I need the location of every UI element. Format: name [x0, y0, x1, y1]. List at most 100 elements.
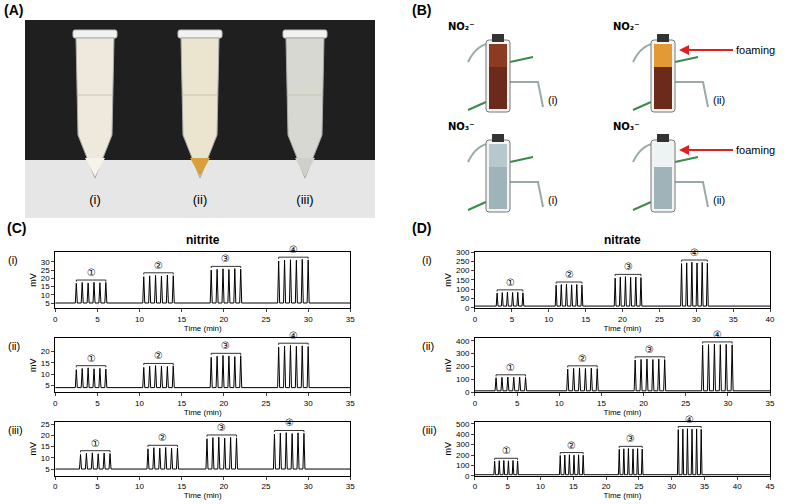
svg-text:①: ① — [506, 277, 515, 288]
svg-text:④: ④ — [685, 414, 694, 425]
svg-text:0: 0 — [465, 388, 470, 397]
svg-text:30: 30 — [723, 399, 732, 408]
svg-text:nitrite: nitrite — [186, 233, 220, 247]
svg-text:30: 30 — [692, 315, 701, 324]
svg-text:40: 40 — [766, 315, 775, 324]
svg-text:250: 250 — [456, 257, 470, 266]
svg-text:35: 35 — [346, 315, 355, 324]
svg-text:10: 10 — [555, 399, 564, 408]
svg-text:300: 300 — [456, 440, 470, 449]
svg-text:①: ① — [502, 445, 511, 456]
svg-text:(ii): (ii) — [193, 192, 207, 207]
svg-text:(ii): (ii) — [8, 340, 20, 352]
svg-text:Time (min): Time (min) — [604, 408, 642, 417]
svg-text:35: 35 — [346, 399, 355, 408]
svg-text:mV: mV — [443, 442, 453, 456]
svg-text:20: 20 — [41, 347, 50, 356]
svg-text:200: 200 — [456, 451, 470, 460]
svg-text:④: ④ — [285, 417, 294, 428]
svg-text:④: ④ — [713, 329, 722, 340]
svg-text:35: 35 — [729, 315, 738, 324]
svg-text:10: 10 — [41, 370, 50, 379]
svg-text:(i): (i) — [422, 254, 432, 266]
svg-text:①: ① — [87, 353, 96, 364]
svg-text:20: 20 — [41, 274, 50, 283]
svg-text:15: 15 — [581, 315, 590, 324]
svg-text:Time (min): Time (min) — [184, 324, 222, 333]
svg-text:15: 15 — [41, 442, 50, 451]
svg-text:20: 20 — [219, 399, 228, 408]
svg-text:①: ① — [506, 362, 515, 373]
svg-text:30: 30 — [304, 399, 313, 408]
svg-text:400: 400 — [456, 337, 470, 346]
svg-text:0: 0 — [473, 482, 478, 491]
svg-text:5: 5 — [515, 399, 520, 408]
svg-text:15: 15 — [41, 282, 50, 291]
svg-text:②: ② — [567, 440, 576, 451]
svg-text:③: ③ — [626, 433, 635, 444]
svg-text:15: 15 — [597, 399, 606, 408]
svg-text:200: 200 — [456, 362, 470, 371]
svg-text:25: 25 — [262, 399, 271, 408]
svg-text:300: 300 — [456, 349, 470, 358]
svg-text:(i): (i) — [548, 94, 558, 106]
svg-text:(i): (i) — [8, 254, 18, 266]
svg-text:(i): (i) — [548, 194, 558, 206]
svg-text:(iii): (iii) — [296, 192, 313, 207]
svg-text:(C): (C) — [7, 220, 26, 236]
svg-text:NO₃⁻: NO₃⁻ — [448, 121, 475, 132]
svg-text:35: 35 — [700, 482, 709, 491]
svg-text:mV: mV — [28, 273, 38, 287]
svg-text:15: 15 — [177, 315, 186, 324]
svg-text:③: ③ — [221, 253, 230, 264]
svg-text:30: 30 — [304, 315, 313, 324]
svg-text:20: 20 — [219, 315, 228, 324]
svg-text:(ii): (ii) — [713, 94, 725, 106]
svg-text:④: ④ — [690, 247, 699, 258]
svg-text:5: 5 — [506, 482, 511, 491]
svg-text:Time (min): Time (min) — [604, 324, 642, 333]
svg-text:NO₂⁻: NO₂⁻ — [448, 21, 475, 32]
svg-text:③: ③ — [624, 261, 633, 272]
svg-text:25: 25 — [681, 399, 690, 408]
svg-text:10: 10 — [41, 454, 50, 463]
svg-text:②: ② — [565, 269, 574, 280]
svg-text:5: 5 — [95, 399, 100, 408]
svg-text:②: ② — [578, 353, 587, 364]
svg-text:0: 0 — [473, 399, 478, 408]
svg-text:400: 400 — [456, 430, 470, 439]
svg-text:25: 25 — [262, 482, 271, 491]
svg-text:②: ② — [154, 260, 163, 271]
svg-text:15: 15 — [569, 482, 578, 491]
svg-text:10: 10 — [135, 482, 144, 491]
svg-text:mV: mV — [28, 442, 38, 456]
svg-text:10: 10 — [135, 315, 144, 324]
svg-text:10: 10 — [135, 399, 144, 408]
svg-text:30: 30 — [41, 258, 50, 267]
svg-text:30: 30 — [304, 482, 313, 491]
svg-text:150: 150 — [456, 276, 470, 285]
svg-text:nitrate: nitrate — [604, 233, 641, 247]
svg-text:10: 10 — [41, 291, 50, 300]
svg-text:(D): (D) — [412, 220, 431, 236]
svg-text:5: 5 — [95, 482, 100, 491]
svg-text:foaming: foaming — [736, 144, 775, 156]
svg-text:20: 20 — [618, 315, 627, 324]
svg-text:45: 45 — [766, 482, 775, 491]
svg-text:500: 500 — [456, 420, 470, 429]
svg-text:100: 100 — [456, 285, 470, 294]
svg-text:③: ③ — [221, 340, 230, 351]
svg-text:15: 15 — [41, 359, 50, 368]
svg-text:5: 5 — [45, 465, 50, 474]
svg-text:0: 0 — [465, 472, 470, 481]
svg-text:NO₃⁻: NO₃⁻ — [613, 121, 640, 132]
svg-text:(A): (A) — [4, 2, 23, 18]
svg-text:①: ① — [87, 267, 96, 278]
svg-text:5: 5 — [510, 315, 515, 324]
svg-text:④: ④ — [289, 330, 298, 341]
svg-text:(ii): (ii) — [713, 194, 725, 206]
svg-text:(iii): (iii) — [8, 424, 23, 436]
svg-text:25: 25 — [634, 482, 643, 491]
svg-text:35: 35 — [346, 482, 355, 491]
svg-text:NO₂⁻: NO₂⁻ — [613, 21, 640, 32]
